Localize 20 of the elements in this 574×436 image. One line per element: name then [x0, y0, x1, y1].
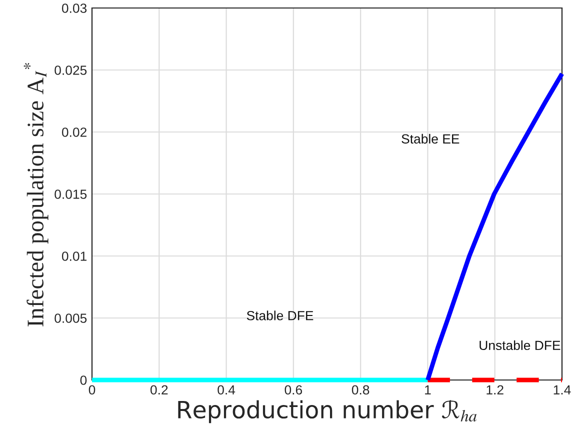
- y-tick-label: 0.005: [54, 314, 87, 323]
- x-tick-label: 1: [425, 385, 431, 394]
- x-tick-label: 0.4: [218, 385, 236, 395]
- annotation: Unstable DFE: [480, 340, 560, 350]
- x-tick-label: 0.8: [352, 385, 370, 395]
- y-tick-label: 0.03: [62, 4, 87, 13]
- x-tick-label: 0.6: [284, 385, 302, 395]
- x-tick-label: 0: [88, 385, 96, 395]
- x-tick-label: 1.4: [554, 385, 571, 394]
- x-axis-title: Reproduction number ℛ$_{ha}$: [178, 400, 477, 424]
- annotation: Stable DFE: [246, 310, 314, 320]
- annotation: Stable EE: [402, 134, 460, 144]
- y-tick-label: 0.015: [54, 190, 87, 199]
- x-tick-label: 1.2: [486, 385, 504, 394]
- y-tick-label: 0.025: [54, 66, 87, 75]
- y-tick-label: 0: [80, 376, 87, 385]
- y-tick-label: 0.01: [62, 252, 86, 261]
- y-axis-title: Infected population size A$_{I}$$^{*}$: [24, 63, 48, 326]
- y-tick-label: 0.02: [62, 128, 86, 137]
- x-tick-label: 0.2: [150, 385, 168, 395]
